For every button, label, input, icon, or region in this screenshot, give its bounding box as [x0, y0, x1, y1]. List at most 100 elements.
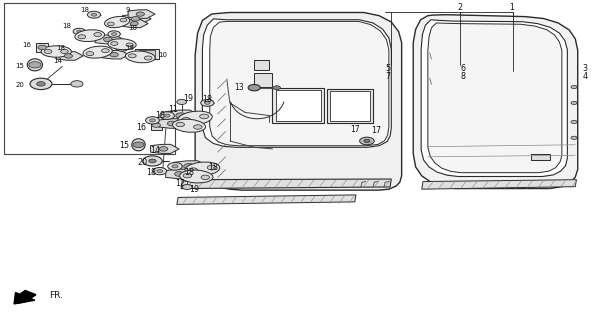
- Circle shape: [111, 33, 117, 36]
- Circle shape: [130, 21, 138, 26]
- Circle shape: [364, 140, 370, 142]
- Polygon shape: [165, 110, 200, 121]
- Circle shape: [182, 117, 190, 122]
- Polygon shape: [166, 169, 196, 179]
- Circle shape: [133, 142, 144, 148]
- Ellipse shape: [75, 30, 105, 42]
- Circle shape: [174, 172, 184, 176]
- Circle shape: [103, 37, 113, 42]
- Circle shape: [177, 100, 187, 105]
- Circle shape: [29, 62, 41, 68]
- Circle shape: [172, 165, 178, 168]
- Polygon shape: [159, 119, 188, 128]
- Text: 6: 6: [460, 63, 465, 73]
- Text: 3: 3: [583, 63, 588, 73]
- Bar: [135, 49, 159, 59]
- Bar: [272, 88, 324, 123]
- Circle shape: [91, 13, 97, 16]
- FancyArrow shape: [14, 291, 36, 304]
- Bar: [254, 73, 272, 87]
- Circle shape: [184, 164, 195, 169]
- Circle shape: [571, 136, 577, 140]
- Circle shape: [88, 11, 100, 18]
- Text: 17: 17: [371, 126, 381, 135]
- Polygon shape: [173, 161, 208, 172]
- Polygon shape: [203, 19, 391, 147]
- Circle shape: [207, 165, 216, 170]
- Circle shape: [119, 47, 125, 49]
- Circle shape: [157, 170, 163, 172]
- Polygon shape: [123, 20, 148, 28]
- Circle shape: [159, 147, 168, 151]
- Circle shape: [153, 167, 166, 175]
- Circle shape: [146, 117, 159, 124]
- Circle shape: [201, 100, 214, 106]
- Bar: [151, 121, 162, 130]
- Text: 2: 2: [457, 3, 462, 12]
- Text: 19: 19: [184, 94, 193, 103]
- Circle shape: [149, 119, 155, 122]
- Text: 18: 18: [155, 111, 165, 120]
- Circle shape: [71, 81, 83, 87]
- Circle shape: [108, 31, 121, 37]
- Circle shape: [38, 45, 47, 50]
- Text: 18: 18: [203, 95, 212, 104]
- Bar: [531, 154, 550, 160]
- Circle shape: [107, 22, 114, 26]
- Circle shape: [168, 163, 182, 170]
- Circle shape: [571, 85, 577, 89]
- Circle shape: [149, 159, 156, 163]
- Polygon shape: [95, 35, 124, 44]
- Polygon shape: [56, 52, 83, 60]
- Circle shape: [188, 168, 198, 172]
- Circle shape: [160, 112, 174, 119]
- Circle shape: [37, 82, 45, 86]
- Text: 15: 15: [119, 141, 130, 150]
- Text: 5: 5: [386, 63, 391, 73]
- Text: 13: 13: [234, 83, 244, 92]
- Text: FR.: FR.: [50, 291, 63, 300]
- Circle shape: [164, 114, 170, 117]
- Circle shape: [94, 33, 102, 36]
- Ellipse shape: [125, 51, 155, 63]
- Ellipse shape: [173, 119, 206, 132]
- Polygon shape: [122, 14, 151, 23]
- Ellipse shape: [185, 162, 220, 176]
- Circle shape: [126, 43, 133, 47]
- Circle shape: [248, 84, 260, 91]
- Circle shape: [61, 50, 69, 53]
- Polygon shape: [181, 179, 391, 188]
- Polygon shape: [151, 144, 179, 154]
- Circle shape: [143, 156, 162, 166]
- Circle shape: [64, 54, 73, 58]
- Bar: [36, 43, 48, 52]
- Circle shape: [273, 86, 280, 90]
- Ellipse shape: [105, 16, 130, 28]
- Circle shape: [76, 30, 82, 33]
- Ellipse shape: [108, 39, 136, 50]
- Text: 20: 20: [15, 82, 24, 87]
- Text: 18: 18: [128, 25, 137, 31]
- Circle shape: [78, 35, 86, 39]
- Circle shape: [136, 12, 144, 16]
- Circle shape: [86, 52, 94, 56]
- Polygon shape: [210, 21, 389, 146]
- Circle shape: [182, 184, 192, 189]
- Bar: [327, 89, 373, 123]
- Circle shape: [571, 120, 577, 124]
- Text: 18: 18: [184, 168, 194, 177]
- Bar: [275, 90, 321, 121]
- Text: 18: 18: [125, 45, 134, 51]
- Circle shape: [193, 125, 202, 129]
- Circle shape: [183, 173, 192, 178]
- Text: 1: 1: [509, 3, 515, 12]
- Circle shape: [131, 17, 140, 21]
- Text: 10: 10: [158, 52, 166, 58]
- Circle shape: [44, 50, 52, 53]
- Text: 9: 9: [126, 7, 130, 13]
- Circle shape: [73, 28, 86, 35]
- Text: 16: 16: [136, 123, 146, 132]
- Circle shape: [200, 114, 209, 119]
- Ellipse shape: [41, 46, 71, 57]
- Text: 20: 20: [138, 158, 147, 167]
